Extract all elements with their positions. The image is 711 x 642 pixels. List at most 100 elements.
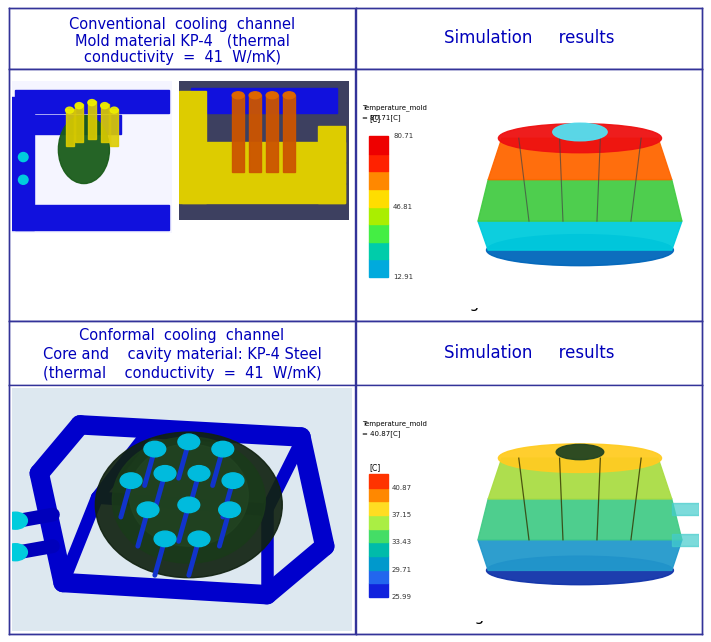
- FancyBboxPatch shape: [15, 205, 169, 230]
- Bar: [232, 95, 244, 171]
- Ellipse shape: [101, 103, 109, 108]
- Circle shape: [4, 512, 28, 529]
- Ellipse shape: [112, 437, 265, 563]
- Bar: [369, 528, 388, 542]
- Text: Core and    cavity material: KP-4 Steel: Core and cavity material: KP-4 Steel: [43, 347, 321, 362]
- Bar: [672, 534, 699, 546]
- Circle shape: [212, 441, 234, 457]
- FancyBboxPatch shape: [15, 115, 121, 134]
- Text: 25.99: 25.99: [391, 594, 412, 600]
- Ellipse shape: [58, 116, 109, 184]
- Ellipse shape: [486, 556, 673, 585]
- Text: [C]: [C]: [369, 464, 380, 473]
- Bar: [369, 171, 388, 189]
- Text: 12.91: 12.91: [393, 274, 413, 280]
- Bar: [283, 95, 295, 171]
- Circle shape: [154, 465, 176, 481]
- Bar: [369, 153, 388, 171]
- Bar: [369, 207, 388, 224]
- Ellipse shape: [129, 444, 248, 546]
- Circle shape: [222, 473, 244, 489]
- Bar: [101, 104, 109, 142]
- Bar: [369, 259, 388, 277]
- Bar: [369, 556, 388, 569]
- Ellipse shape: [266, 92, 278, 99]
- Bar: [672, 503, 699, 516]
- Ellipse shape: [75, 103, 83, 108]
- Bar: [369, 515, 388, 528]
- Text: Temperature_mold: Temperature_mold: [363, 104, 427, 111]
- Circle shape: [4, 544, 28, 560]
- Text: = 80.71[C]: = 80.71[C]: [363, 114, 401, 121]
- Ellipse shape: [283, 92, 295, 99]
- Bar: [369, 584, 388, 597]
- Polygon shape: [488, 138, 672, 180]
- Bar: [249, 95, 261, 171]
- Circle shape: [188, 531, 210, 546]
- Bar: [369, 542, 388, 556]
- Circle shape: [120, 473, 142, 489]
- Ellipse shape: [486, 234, 673, 266]
- Bar: [369, 474, 388, 487]
- Bar: [266, 95, 278, 171]
- FancyBboxPatch shape: [191, 89, 337, 113]
- Ellipse shape: [249, 92, 261, 99]
- Polygon shape: [478, 499, 682, 540]
- FancyBboxPatch shape: [178, 91, 205, 204]
- Text: 80.71: 80.71: [393, 133, 413, 139]
- FancyBboxPatch shape: [182, 143, 346, 162]
- Text: Conformal  cooling  channel: Conformal cooling channel: [80, 327, 284, 343]
- Ellipse shape: [556, 444, 604, 460]
- Text: Mold material KP-4   (thermal: Mold material KP-4 (thermal: [75, 34, 289, 49]
- Ellipse shape: [95, 432, 282, 578]
- Polygon shape: [478, 221, 682, 250]
- Polygon shape: [478, 180, 682, 221]
- Ellipse shape: [552, 123, 607, 141]
- Bar: [369, 224, 388, 242]
- Text: 37.15: 37.15: [391, 512, 412, 518]
- Circle shape: [154, 531, 176, 546]
- Text: Simulation     results: Simulation results: [444, 344, 614, 362]
- Polygon shape: [478, 540, 682, 571]
- Bar: [110, 108, 118, 146]
- Text: Conventional  cooling  channel: Conventional cooling channel: [69, 17, 295, 32]
- Bar: [369, 487, 388, 501]
- Ellipse shape: [65, 107, 73, 113]
- Bar: [75, 104, 83, 142]
- Ellipse shape: [498, 444, 661, 473]
- FancyBboxPatch shape: [182, 184, 346, 204]
- Text: Cooling time  :  20  seconds: Cooling time : 20 seconds: [422, 296, 636, 311]
- Text: Simulation     results: Simulation results: [444, 30, 614, 48]
- Circle shape: [188, 465, 210, 481]
- Bar: [369, 569, 388, 584]
- Ellipse shape: [232, 92, 244, 99]
- Text: conductivity  =  41  W/mK): conductivity = 41 W/mK): [83, 50, 281, 65]
- Circle shape: [18, 153, 28, 162]
- Bar: [369, 501, 388, 515]
- Text: = 40.87[C]: = 40.87[C]: [363, 431, 401, 437]
- Circle shape: [18, 175, 28, 184]
- Bar: [65, 108, 73, 146]
- Text: 46.81: 46.81: [393, 204, 413, 209]
- FancyBboxPatch shape: [11, 96, 34, 230]
- Text: Temperature_mold: Temperature_mold: [363, 421, 427, 427]
- Circle shape: [178, 434, 200, 449]
- FancyBboxPatch shape: [318, 126, 346, 204]
- Bar: [369, 242, 388, 259]
- FancyBboxPatch shape: [15, 91, 169, 113]
- Bar: [369, 189, 388, 207]
- Bar: [369, 136, 388, 153]
- Ellipse shape: [110, 107, 118, 113]
- Text: Cooling time  :  8  seconds: Cooling time : 8 seconds: [427, 609, 631, 624]
- Ellipse shape: [498, 124, 661, 153]
- Text: [C]: [C]: [369, 115, 380, 124]
- Circle shape: [178, 497, 200, 513]
- Text: 40.87: 40.87: [391, 485, 412, 490]
- Polygon shape: [488, 458, 672, 499]
- Bar: [88, 101, 96, 139]
- Ellipse shape: [88, 100, 96, 106]
- Text: (thermal    conductivity  =  41  W/mK): (thermal conductivity = 41 W/mK): [43, 366, 321, 381]
- Circle shape: [137, 502, 159, 517]
- Text: 29.71: 29.71: [391, 567, 412, 573]
- Circle shape: [144, 441, 166, 457]
